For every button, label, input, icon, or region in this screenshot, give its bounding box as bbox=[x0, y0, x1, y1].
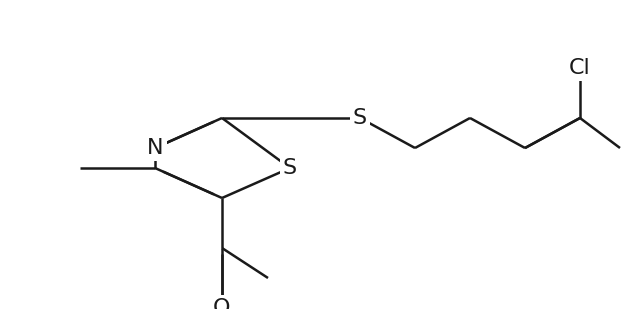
Text: N: N bbox=[147, 138, 163, 158]
Text: O: O bbox=[213, 298, 231, 309]
Text: S: S bbox=[353, 108, 367, 128]
Text: S: S bbox=[283, 158, 297, 178]
Text: Cl: Cl bbox=[569, 58, 591, 78]
